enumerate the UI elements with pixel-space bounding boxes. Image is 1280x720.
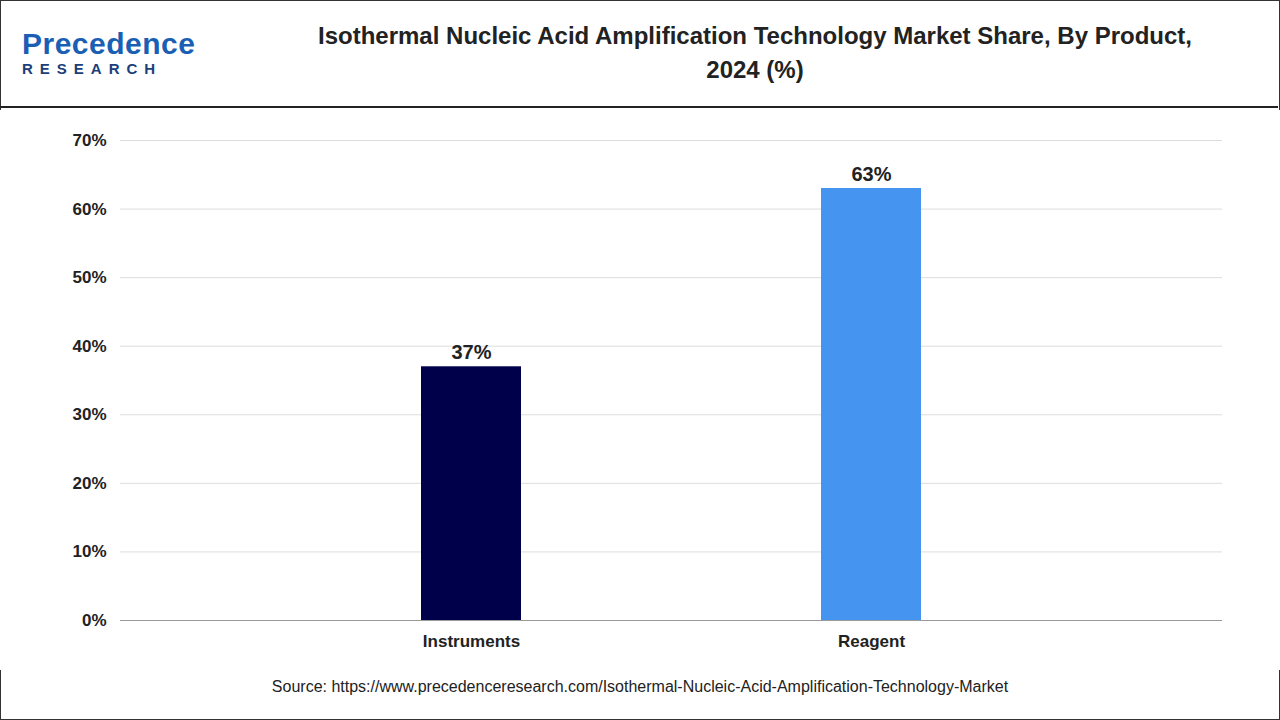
svg-text:10%: 10% xyxy=(72,542,106,561)
html-text:Isothermal Nucleic Acid Amplif: Isothermal Nucleic Acid Amplification Te… xyxy=(318,22,1192,83)
svg-text:63%: 63% xyxy=(851,163,891,185)
html-text:Source: https://www.precedence: Source: https://www.precedenceresearch.c… xyxy=(271,678,1009,695)
svg-text:20%: 20% xyxy=(72,474,106,493)
svg-text:30%: 30% xyxy=(72,405,106,424)
html-text:RESEARCH: RESEARCH xyxy=(22,60,163,77)
svg-text:40%: 40% xyxy=(72,337,106,356)
svg-text:70%: 70% xyxy=(72,131,106,150)
svg-text:60%: 60% xyxy=(72,200,106,219)
svg-text:Instruments: Instruments xyxy=(423,632,520,651)
svg-text:0%: 0% xyxy=(82,611,107,630)
svg-text:37%: 37% xyxy=(451,341,491,363)
html-text:Precedence: Precedence xyxy=(22,27,196,60)
svg-text:50%: 50% xyxy=(72,268,106,287)
svg-text:Reagent: Reagent xyxy=(838,632,905,651)
